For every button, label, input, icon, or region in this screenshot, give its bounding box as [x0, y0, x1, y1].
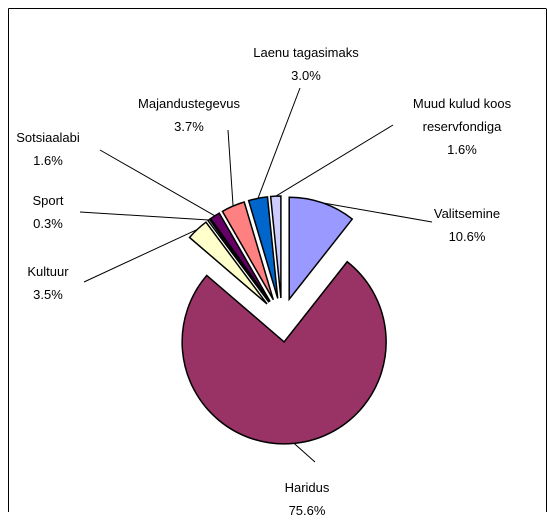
slice-label: Haridus 75.6% [247, 476, 367, 522]
pie-slice [181, 260, 387, 445]
slice-label: Kultuur 3.5% [0, 260, 98, 306]
slice-label: Sport 0.3% [0, 189, 98, 235]
pie-slice [269, 195, 282, 299]
slice-name: Muud kulud koos reservfondiga [412, 96, 512, 134]
slice-value: 1.6% [33, 153, 63, 168]
slice-name: Kultuur [27, 264, 69, 279]
pie-slice [221, 201, 275, 301]
slice-value: 75.6% [288, 503, 326, 518]
slice-name: Majandustegevus [138, 96, 240, 111]
slice-value: 3.7% [174, 119, 204, 134]
leader-line [99, 149, 216, 217]
slice-value: 10.6% [448, 229, 486, 244]
slice-value: 1.6% [447, 142, 477, 157]
pie-slice [206, 218, 270, 303]
slice-label: Majandustegevus 3.7% [119, 92, 259, 138]
slice-name: Valitsemine [433, 206, 501, 221]
leader-line [79, 211, 209, 221]
leader-line [275, 124, 394, 197]
leader-line [293, 443, 316, 463]
slice-label: Valitsemine 10.6% [407, 202, 527, 248]
pie-slice [209, 212, 271, 302]
slice-label: Laenu tagasimaks 3.0% [226, 41, 386, 87]
pie-slice [188, 221, 268, 305]
slice-label: Sotsiaalabi 1.6% [0, 126, 98, 172]
slice-name: Laenu tagasimaks [253, 45, 359, 60]
pie-slice [288, 196, 354, 302]
slice-value: 0.3% [33, 216, 63, 231]
leader-line [227, 129, 234, 207]
slice-label: Muud kulud koos reservfondiga 1.6% [397, 92, 527, 161]
slice-name: Haridus [284, 480, 330, 495]
pie-slice [247, 196, 279, 299]
slice-value: 3.0% [291, 68, 321, 83]
leader-line [83, 228, 198, 283]
slice-value: 3.5% [33, 287, 63, 302]
leader-line [322, 202, 433, 223]
slice-name: Sotsiaalabi [16, 130, 80, 145]
leader-line [257, 87, 301, 199]
slice-name: Sport [32, 193, 64, 208]
